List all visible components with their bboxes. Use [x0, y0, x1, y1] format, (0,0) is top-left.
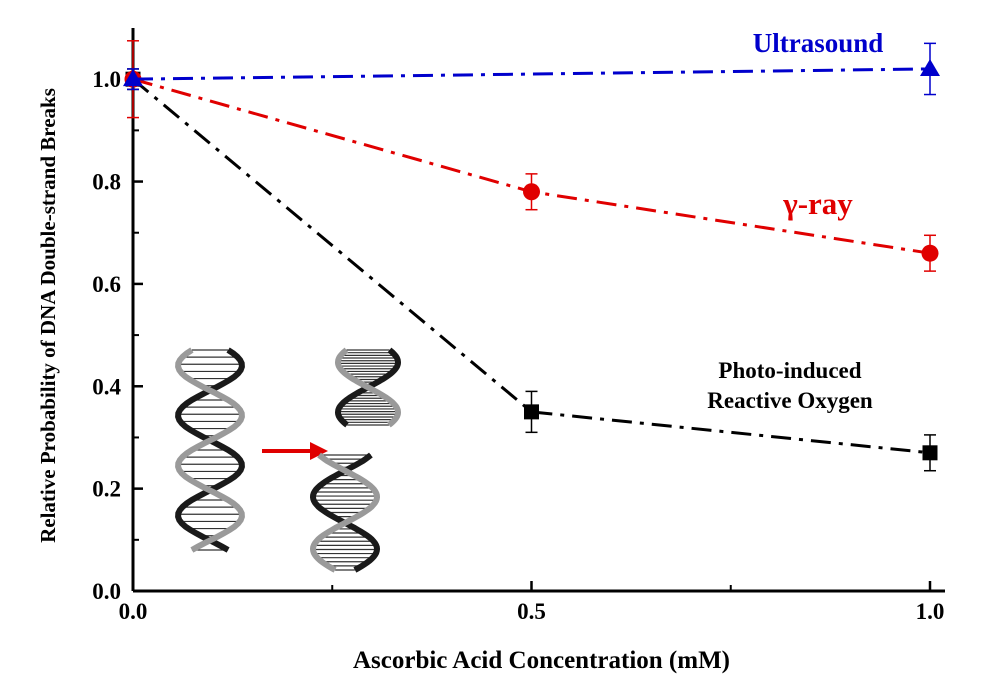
y-tick-label: 0.6 — [92, 272, 121, 297]
x-tick-label: 1.0 — [916, 599, 945, 624]
series-label: Ultrasound — [753, 28, 884, 58]
data-point-triangle — [920, 58, 940, 76]
series-line — [132, 67, 931, 81]
axes — [131, 28, 945, 593]
data-point-square — [922, 445, 938, 461]
dna-strand — [175, 347, 245, 553]
data-point-triangle — [123, 69, 143, 87]
series-1 — [124, 40, 939, 272]
series-label: γ-ray — [782, 186, 853, 221]
x-axis-title: Ascorbic Acid Concentration (mM) — [353, 647, 730, 674]
dna-illustration — [175, 347, 402, 573]
dna-strand — [175, 347, 245, 553]
series-0 — [123, 42, 940, 96]
dna-strand — [334, 347, 402, 428]
data-point-square — [524, 404, 539, 420]
labels-layer: 0.0 0.2 0.4 0.6 0.8 1.0 0.0 0.5 1.0 Ascorbic Acid… — [36, 28, 944, 674]
series-line — [132, 77, 931, 255]
series-layer — [123, 40, 940, 472]
broken-dna-helix-icon — [309, 347, 402, 573]
y-tick-label: 1.0 — [92, 67, 121, 92]
series-line — [132, 78, 931, 455]
data-point-circle — [921, 244, 939, 262]
y-tick-label: 0.4 — [92, 374, 121, 399]
data-point-circle — [523, 183, 540, 201]
dna-strand — [309, 452, 381, 573]
dna-break-arrow-icon — [262, 442, 328, 460]
x-tick-label: 0.0 — [119, 599, 148, 624]
y-tick-label: 0.2 — [92, 477, 121, 502]
y-axis-title: Relative Probability of DNA Double-stran… — [36, 88, 60, 543]
dna-strand — [309, 452, 381, 573]
series-label: Photo-induced — [718, 358, 861, 383]
x-tick-label: 0.5 — [517, 599, 546, 624]
y-tick-label: 0.0 — [92, 579, 121, 604]
intact-dna-helix-icon — [175, 347, 245, 553]
series-label: Reactive Oxygen — [707, 388, 873, 413]
y-tick-label: 0.8 — [92, 170, 121, 195]
